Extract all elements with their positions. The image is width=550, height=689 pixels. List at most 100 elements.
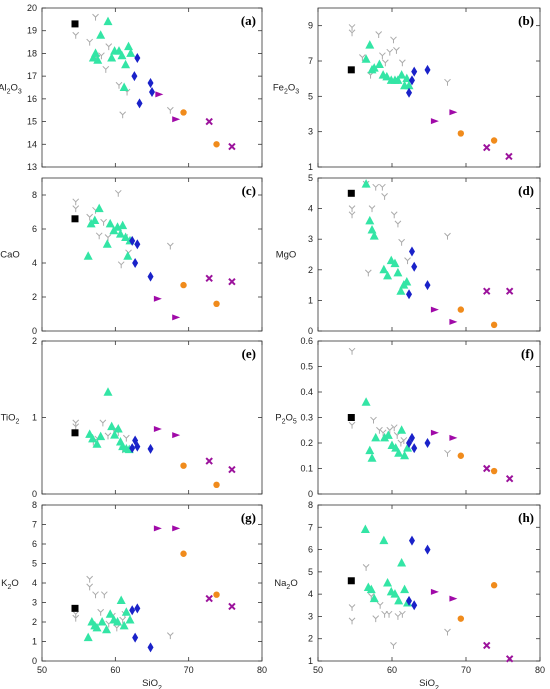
y-tick-label: 18	[27, 48, 37, 58]
plot-frame	[317, 504, 541, 662]
data-point-righttri	[153, 425, 162, 432]
data-point-triangle	[382, 71, 392, 81]
data-point-diamond	[424, 438, 431, 448]
data-point-circle	[213, 141, 220, 148]
y-tick-label: 0	[308, 489, 313, 499]
x-tick-label: 60	[110, 665, 120, 675]
data-point-ydot	[348, 24, 356, 31]
y-tick-label: 0.4	[300, 387, 313, 397]
data-point-righttri	[449, 434, 458, 441]
data-point-diamond	[147, 443, 154, 454]
y-tick-label: 3	[308, 234, 313, 244]
data-point-ydot	[72, 614, 80, 622]
y-tick-label: 1	[308, 656, 313, 666]
data-point-triangle	[397, 557, 407, 567]
data-point-square	[347, 577, 355, 585]
data-point-cross	[505, 474, 514, 483]
data-point-diamond	[134, 441, 141, 452]
data-point-ydot	[72, 419, 80, 427]
data-point-triangle	[371, 432, 381, 442]
y-tick-label: 0	[308, 326, 313, 336]
data-point-diamond	[424, 544, 431, 555]
y-tick-label: 6	[32, 539, 37, 549]
data-point-ydot	[386, 48, 394, 56]
y-tick-label: 1	[308, 295, 313, 305]
data-point-ydot	[394, 613, 402, 620]
x-tick-label: 70	[461, 665, 471, 675]
data-point-triangle	[90, 215, 100, 224]
data-point-ydot	[381, 59, 389, 67]
data-point-triangle	[118, 220, 128, 230]
data-point-diamond	[147, 271, 154, 282]
data-point-ydot	[166, 106, 174, 114]
panel-g: 0 1 2 3 4 5 6 7 8 50 60 70 80 SiO2 K2O (g)	[1, 500, 267, 689]
y-tick-label: 4	[32, 258, 37, 268]
data-point-righttri	[172, 116, 181, 123]
data-point-triangle	[394, 595, 404, 605]
y-tick-label: 2	[308, 634, 313, 644]
data-point-ydot	[370, 416, 377, 424]
data-point-triangle	[117, 50, 127, 60]
plot-frame	[41, 340, 263, 495]
data-point-righttri	[449, 318, 458, 325]
y-axis-label: Fe2O3	[273, 83, 299, 96]
y-tick-label: 0.3	[300, 413, 313, 423]
data-point-circle	[490, 321, 498, 329]
y-tick-label: 2	[32, 617, 37, 627]
x-axis-label: SiO2	[142, 678, 162, 689]
data-point-triangle	[94, 203, 104, 213]
data-point-cross	[505, 287, 514, 295]
data-point-ydot	[348, 421, 356, 429]
y-tick-label: 0.5	[300, 362, 313, 372]
data-point-triangle	[119, 620, 129, 630]
data-point-ydot	[372, 615, 380, 623]
data-point-ydot	[399, 59, 406, 67]
y-tick-label: 2	[308, 265, 313, 275]
data-point-cross	[483, 464, 491, 473]
panel-label: (f)	[521, 346, 534, 361]
y-tick-label: 3	[308, 127, 313, 137]
data-point-diamond	[406, 87, 413, 98]
data-point-triangle	[365, 40, 375, 49]
x-tick-label: 50	[37, 665, 47, 675]
data-point-diamond	[406, 595, 413, 606]
data-point-triangle	[383, 578, 393, 587]
data-point-righttri	[172, 432, 181, 439]
y-tick-label: 0.1	[300, 464, 313, 474]
data-point-ydot	[381, 193, 388, 200]
data-point-diamond	[134, 52, 141, 63]
data-point-ydot	[348, 205, 356, 213]
data-point-righttri	[430, 429, 439, 436]
data-point-triangle	[379, 264, 389, 274]
data-point-triangle	[126, 48, 136, 57]
data-point-triangle	[92, 439, 102, 448]
panel-label: (g)	[241, 510, 256, 525]
panel-label: (d)	[518, 183, 534, 198]
data-point-triangle	[404, 80, 414, 90]
data-point-diamond	[129, 235, 136, 246]
data-point-ydot	[92, 13, 99, 21]
data-point-triangle	[402, 277, 412, 286]
data-point-diamond	[147, 642, 154, 653]
data-point-ydot	[72, 205, 80, 213]
data-point-righttri	[155, 91, 164, 98]
y-tick-label: 7	[308, 56, 313, 66]
data-point-triangle	[403, 443, 413, 452]
y-tick-label: 5	[308, 91, 313, 101]
data-point-diamond	[132, 258, 139, 268]
data-point-triangle	[379, 535, 389, 545]
data-point-ydot	[72, 198, 80, 206]
data-point-ydot	[122, 434, 130, 442]
data-point-triangle	[396, 286, 406, 295]
data-point-ydot	[404, 257, 411, 265]
data-point-triangle	[397, 425, 407, 434]
data-point-triangle	[103, 387, 113, 396]
data-point-triangle	[366, 584, 376, 594]
data-point-triangle	[365, 215, 375, 225]
panel-e: 0 1 2 TiO2 (e)	[1, 336, 263, 499]
data-point-cross	[205, 117, 213, 126]
data-point-triangle	[361, 397, 371, 406]
data-point-ydot	[368, 205, 376, 213]
data-point-circle	[180, 462, 187, 469]
y-tick-label: 17	[27, 71, 37, 81]
